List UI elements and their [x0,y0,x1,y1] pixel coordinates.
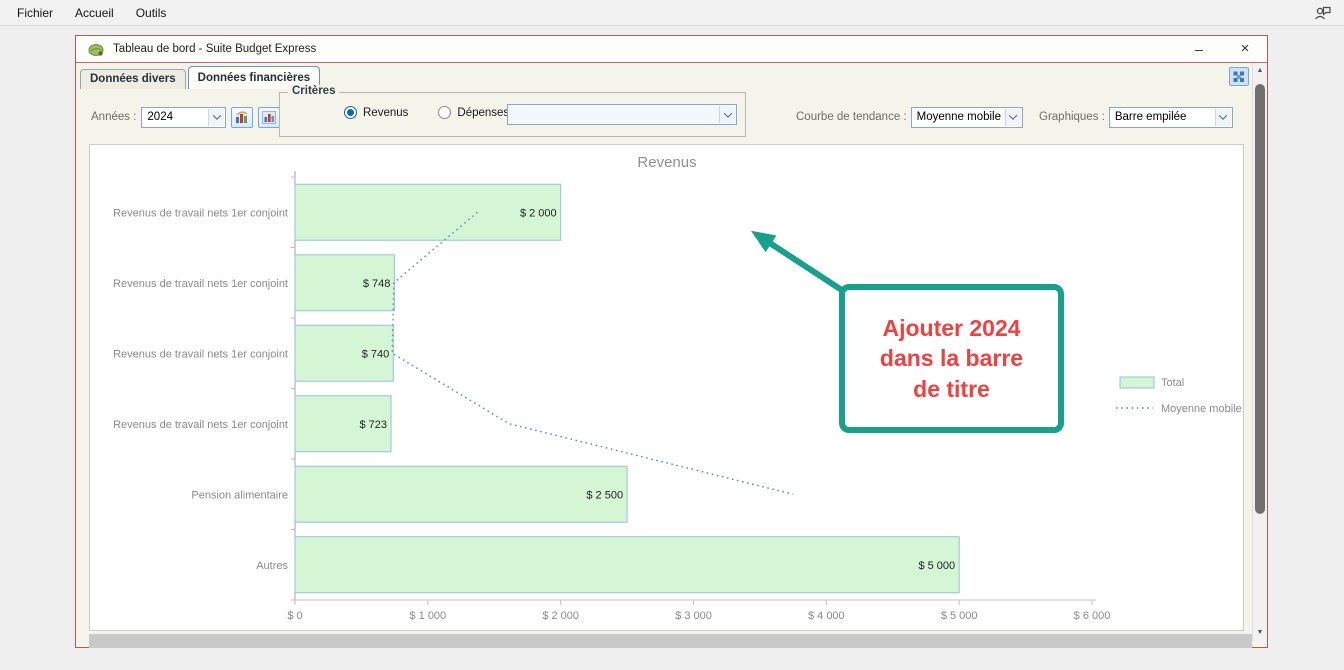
svg-text:Revenus de travail nets 1er co: Revenus de travail nets 1er conjoint [113,419,288,431]
colored-chart-icon [236,110,248,123]
app-icon [88,42,104,57]
bar-4 [294,465,628,523]
svg-text:$ 723: $ 723 [360,419,388,431]
radio-depenses-label: Dépenses [457,106,510,119]
svg-text:$ 5 000: $ 5 000 [918,560,955,572]
minimize-button[interactable]: – [1195,41,1203,57]
years-control-row: Années : 2024 [91,106,281,128]
window-title: Tableau de bord - Suite Budget Express [113,43,317,55]
svg-text:Revenus de travail nets 1er co: Revenus de travail nets 1er conjoint [113,348,288,360]
graph-combo-value: Barre empilée [1114,111,1187,123]
tab-strip: Données divers Données financières [76,64,1267,89]
annotation-line-1: Ajouter 2024 [882,314,1021,341]
bar-1 [294,254,395,312]
chart-type-button-2[interactable] [258,106,281,128]
radio-depenses[interactable]: Dépenses [438,106,509,119]
trend-label: Courbe de tendance : [796,111,907,123]
graph-label: Graphiques : [1039,111,1105,123]
years-label: Années : [91,111,137,123]
years-combo-value: 2024 [147,111,173,123]
radio-revenus-label: Revenus [363,106,409,119]
criteria-groupbox: Critères Revenus Dépenses [279,85,746,137]
layout-squares-button[interactable] [1229,67,1249,86]
horizontal-scrollbar[interactable] [89,634,1252,648]
svg-text:$ 1 000: $ 1 000 [409,610,446,622]
revenue-chart-panel: Revenus $ 0 $ 1 000 $ 2 000 $ 3 000 $ 4 000 $ … [89,144,1244,631]
blue-squares-icon [1233,71,1244,82]
menu-outils[interactable]: Outils [135,5,167,20]
svg-text:$ 3 000: $ 3 000 [675,610,712,622]
svg-text:Pension alimentaire: Pension alimentaire [191,489,288,501]
annotation-line-2: dans la barre [879,345,1024,372]
radio-revenus[interactable]: Revenus [344,106,408,119]
svg-text:$ 2 000: $ 2 000 [542,610,579,622]
annotation-line-3: de titre [913,375,990,402]
svg-text:Revenus de travail nets 1er co: Revenus de travail nets 1er conjoint [113,207,288,219]
graph-control-row: Graphiques : Barre empilée [1039,106,1233,128]
bar-chart-icon [262,110,277,124]
menu-accueil[interactable]: Accueil [75,5,114,20]
criteria-radio-group: Revenus Dépenses [344,106,509,119]
svg-text:Autres: Autres [256,560,288,572]
svg-text:$ 2 500: $ 2 500 [586,489,623,501]
menu-bar: Fichier Accueil Outils [0,0,1344,26]
tab-donnees-divers[interactable]: Données divers [80,69,186,89]
title-bar: Tableau de bord - Suite Budget Express –… [76,36,1267,63]
scroll-down-icon[interactable]: ▼ [1256,629,1264,636]
vertical-scrollbar[interactable]: ▲ ▼ [1252,63,1267,641]
menu-fichier[interactable]: Fichier [17,5,54,20]
scroll-up-icon[interactable]: ▲ [1256,67,1264,74]
svg-text:$ 4 000: $ 4 000 [808,610,845,622]
trend-combo[interactable]: Moyenne mobile [910,106,1023,128]
bar-2 [294,324,394,382]
svg-text:$ 740: $ 740 [362,348,390,360]
category-combo[interactable] [507,104,737,125]
trend-combo-value: Moyenne mobile [916,111,1001,123]
feedback-person-icon[interactable] [1313,4,1332,26]
trend-control-row: Courbe de tendance : Moyenne mobile [796,106,1023,128]
graph-combo[interactable]: Barre empilée [1108,106,1233,128]
close-button[interactable]: × [1240,40,1250,57]
annotation-box: Ajouter 2024 dans la barre de titre [839,284,1064,433]
svg-text:Moyenne mobile: Moyenne mobile [1161,403,1242,415]
window: Tableau de bord - Suite Budget Express –… [75,35,1268,648]
years-combo[interactable]: 2024 [141,106,227,128]
svg-text:Revenus: Revenus [637,154,696,171]
chart-type-button-1[interactable] [231,106,254,128]
chevron-down-icon[interactable] [719,106,735,123]
bar-5 [294,536,960,594]
bar-3 [294,395,392,453]
scrollbar-thumb[interactable] [1255,84,1265,514]
chevron-down-icon[interactable] [1214,108,1231,126]
svg-text:$ 5 000: $ 5 000 [941,610,978,622]
chevron-down-icon[interactable] [208,108,225,126]
svg-text:$ 2 000: $ 2 000 [520,207,557,219]
revenue-bar-chart: Revenus $ 0 $ 1 000 $ 2 000 $ 3 000 $ 4 000 $ … [113,154,1242,622]
svg-text:$ 6 000: $ 6 000 [1074,610,1111,622]
svg-text:$ 0: $ 0 [287,610,302,622]
criteria-group-label: Critères [288,85,340,97]
bar-0 [294,183,562,241]
chevron-down-icon[interactable] [1004,108,1021,126]
svg-text:Total: Total [1161,377,1184,389]
radio-selected-icon [344,106,357,119]
tab-donnees-financieres[interactable]: Données financières [187,66,321,89]
svg-text:$ 748: $ 748 [363,278,391,290]
svg-text:Revenus de travail nets 1er co: Revenus de travail nets 1er conjoint [113,278,288,290]
radio-unselected-icon [438,106,452,119]
